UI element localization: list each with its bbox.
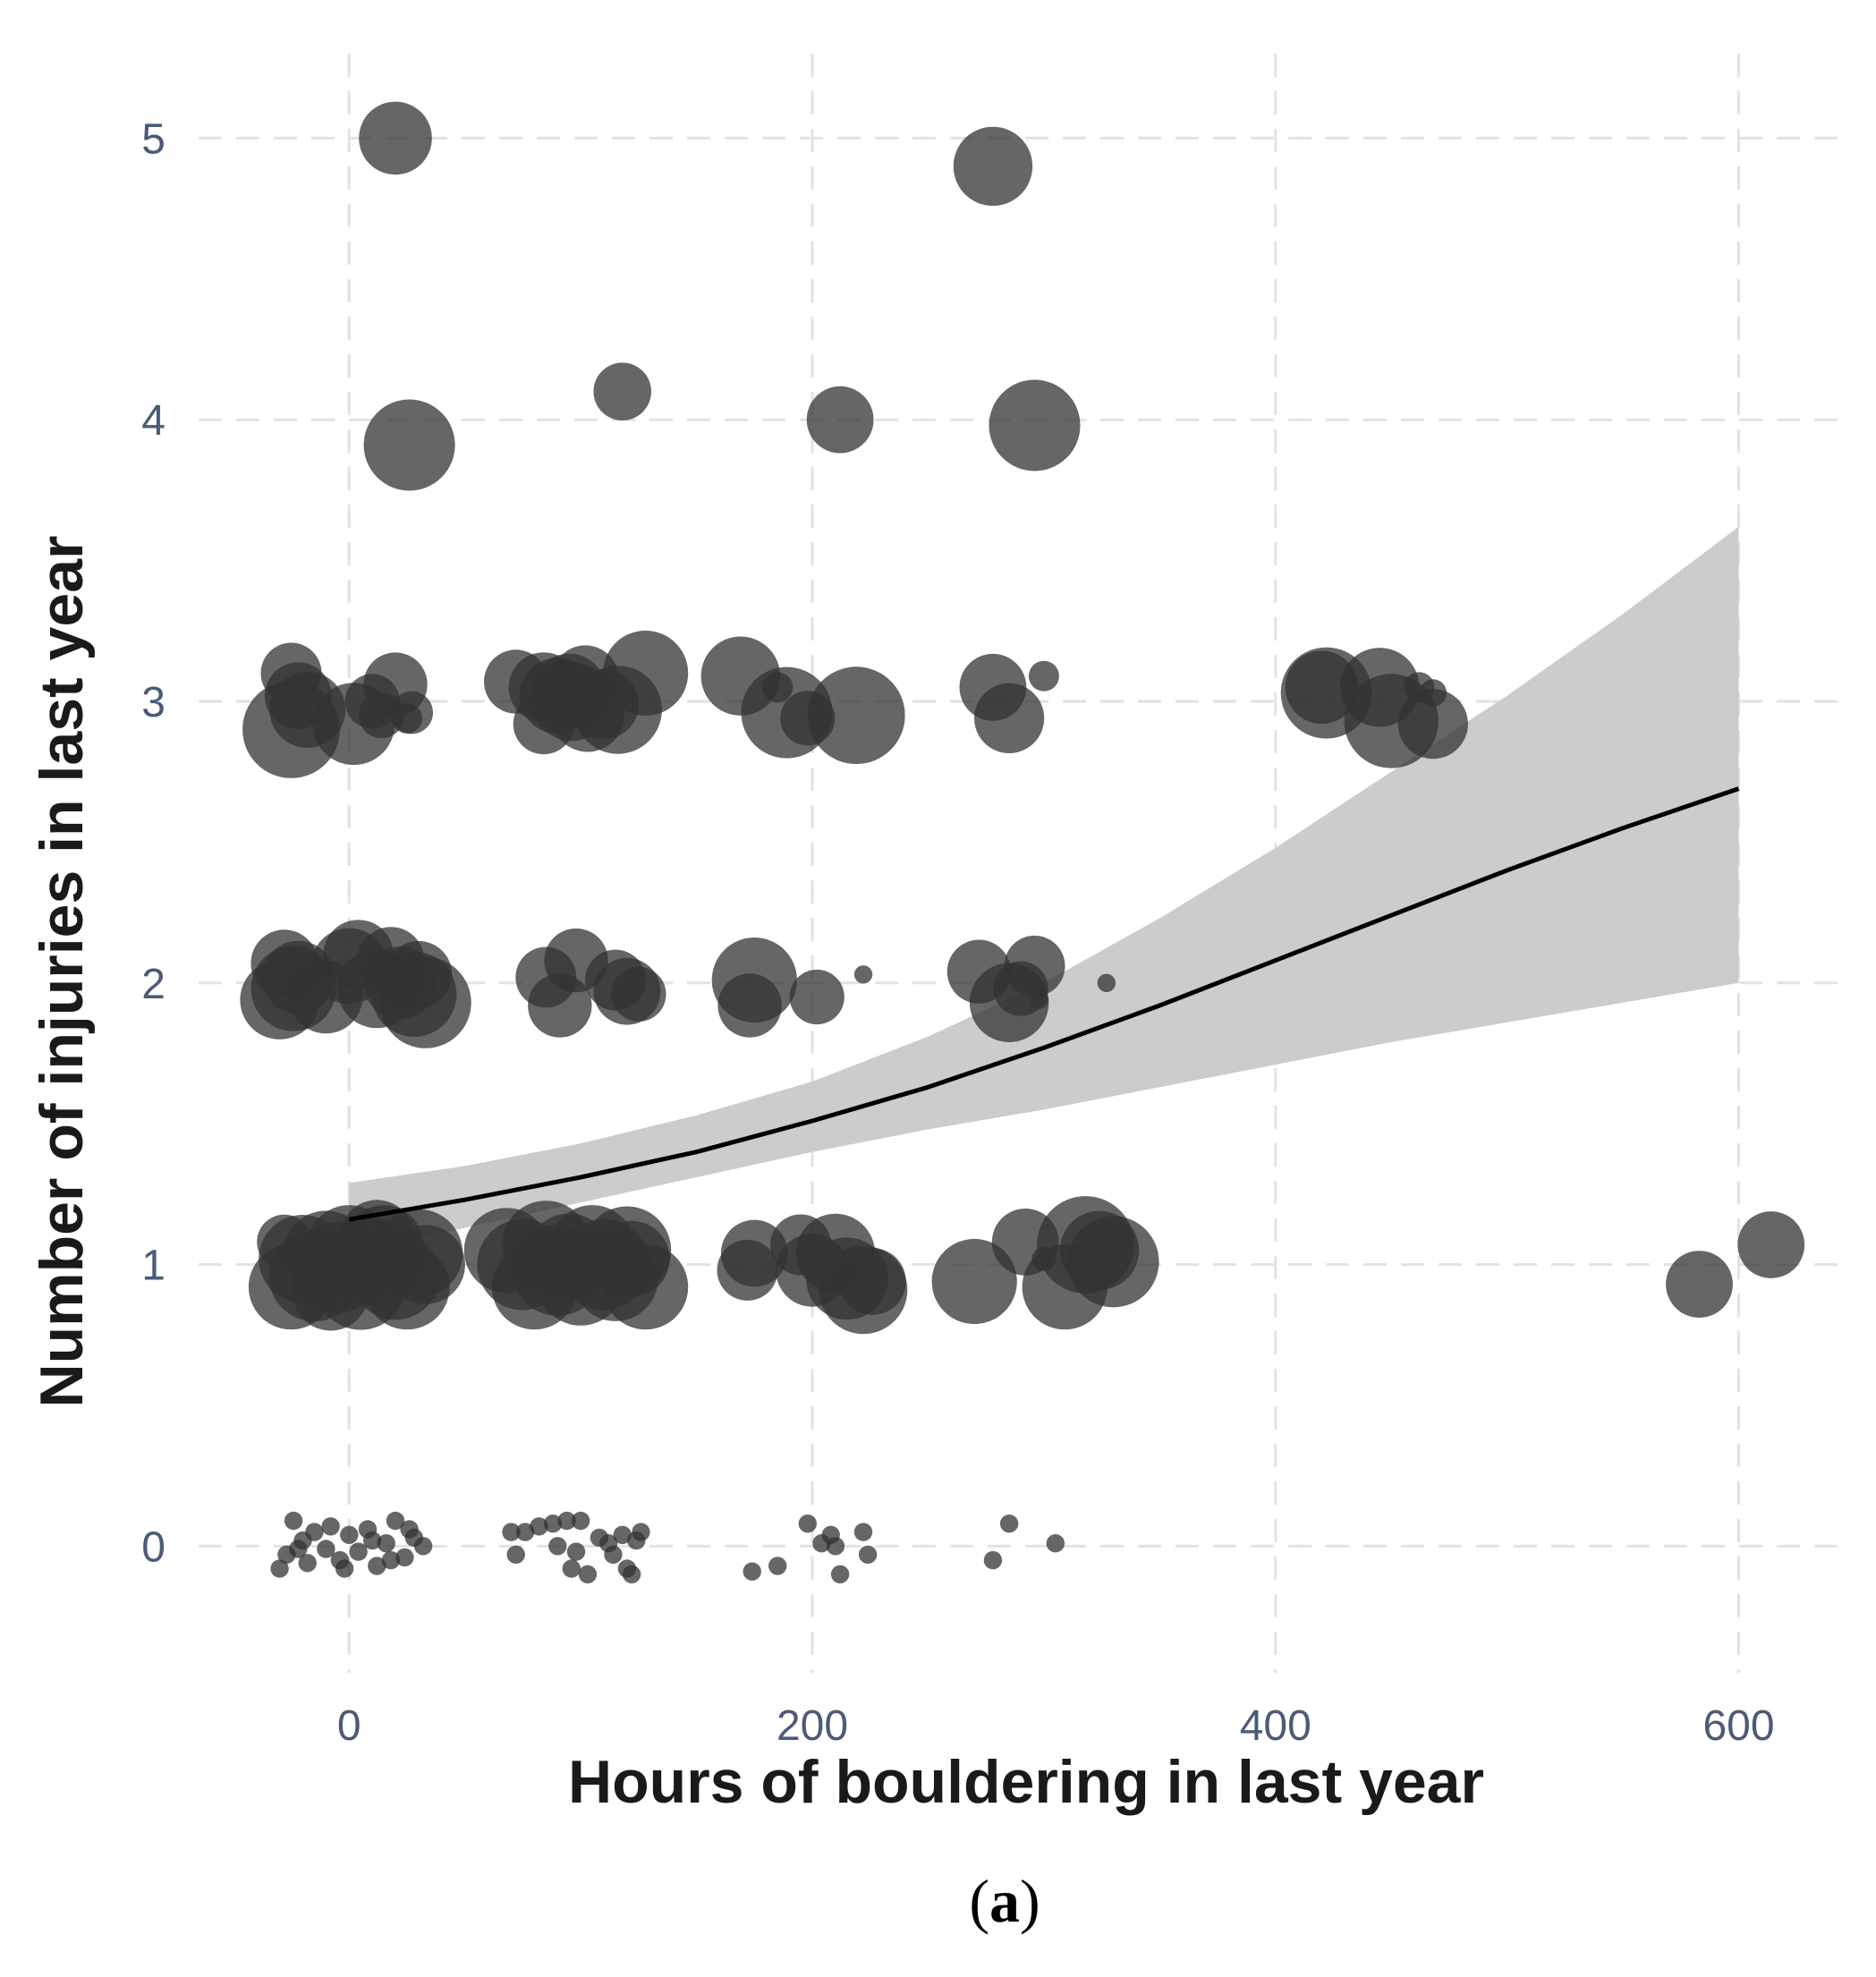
data-point-167 [858, 1545, 878, 1565]
data-point-1 [953, 126, 1033, 207]
y-axis-title: Number of injuries in last year [28, 536, 96, 1408]
data-point-134 [413, 1537, 433, 1556]
y-tick-label-0: 0 [141, 1523, 166, 1571]
data-point-2 [363, 399, 455, 491]
data-point-124 [321, 1517, 340, 1536]
data-point-60 [611, 966, 666, 1022]
data-point-115 [1666, 1251, 1733, 1318]
data-point-41 [1397, 689, 1468, 759]
data-point-5 [989, 379, 1081, 471]
data-point-156 [622, 1565, 641, 1584]
data-point-99 [593, 1220, 670, 1297]
data-point-154 [613, 1525, 632, 1545]
data-point-147 [566, 1542, 586, 1561]
data-point-3 [593, 362, 651, 421]
x-tick-label-0: 0 [337, 1702, 361, 1750]
data-point-54 [379, 956, 471, 1048]
y-tick-label-2: 2 [141, 961, 166, 1008]
data-point-149 [562, 1559, 581, 1578]
data-point-68 [1004, 935, 1065, 997]
data-point-132 [395, 1548, 414, 1567]
y-tick-label-5: 5 [141, 115, 166, 163]
fit-line-group [348, 786, 1740, 1222]
data-point-9 [242, 681, 340, 778]
data-point-114 [1067, 1216, 1159, 1308]
data-point-127 [349, 1542, 368, 1561]
data-point-137 [381, 1550, 401, 1570]
data-point-62 [717, 973, 782, 1038]
data-point-101 [717, 1239, 778, 1301]
panel-label-letter: a [989, 1867, 1020, 1935]
data-point-140 [502, 1523, 521, 1541]
data-point-108 [931, 1238, 1017, 1325]
y-axis-ticks: 0 1 2 3 4 5 [141, 115, 166, 1571]
data-point-144 [543, 1515, 563, 1533]
data-point-170 [1046, 1534, 1065, 1553]
data-point-160 [768, 1557, 787, 1575]
data-point-70 [1097, 973, 1116, 993]
data-point-123 [317, 1540, 335, 1558]
fit-line [348, 786, 1740, 1222]
data-point-26 [532, 653, 606, 727]
data-point-121 [305, 1523, 324, 1541]
data-point-131 [386, 1511, 405, 1531]
data-point-161 [798, 1515, 817, 1533]
x-tick-label-1: 200 [777, 1702, 848, 1750]
panel-label: (a) [969, 1867, 1040, 1935]
data-point-107 [838, 1248, 906, 1315]
x-axis-title: Hours of bouldering in last year [568, 1748, 1484, 1816]
data-point-31 [807, 666, 905, 765]
panel-label-open: ( [969, 1867, 989, 1935]
data-point-142 [515, 1523, 535, 1541]
data-point-85 [293, 1254, 369, 1331]
data-point-150 [578, 1565, 598, 1584]
data-point-141 [506, 1545, 525, 1565]
data-point-69 [1030, 990, 1048, 1009]
data-point-4 [806, 386, 874, 454]
data-point-166 [853, 1523, 873, 1541]
data-point-116 [1737, 1211, 1805, 1278]
data-point-33 [974, 683, 1045, 754]
data-point-136 [363, 1531, 382, 1550]
data-point-118 [284, 1511, 303, 1531]
data-point-168 [983, 1550, 1003, 1570]
data-point-25 [603, 630, 689, 717]
x-tick-label-3: 600 [1702, 1702, 1774, 1750]
data-point-148 [571, 1511, 590, 1531]
data-points [240, 101, 1805, 1584]
data-point-139 [400, 1520, 419, 1539]
data-point-145 [548, 1537, 567, 1556]
panel-label-close: ) [1020, 1867, 1040, 1935]
data-point-159 [743, 1562, 761, 1581]
data-point-135 [289, 1540, 308, 1558]
data-point-169 [999, 1515, 1019, 1533]
data-point-122 [298, 1554, 317, 1573]
data-point-146 [557, 1511, 576, 1531]
data-point-143 [530, 1517, 548, 1536]
y-tick-label-1: 1 [141, 1243, 166, 1290]
data-point-158 [632, 1523, 650, 1541]
data-point-0 [359, 101, 432, 175]
data-point-34 [1028, 660, 1059, 692]
data-point-117 [270, 1559, 289, 1578]
y-tick-label-4: 4 [141, 397, 166, 445]
x-tick-label-2: 400 [1240, 1702, 1312, 1750]
data-point-129 [368, 1557, 386, 1575]
x-axis-ticks: 0 200 400 600 [337, 1702, 1775, 1750]
data-point-126 [340, 1525, 359, 1545]
data-point-164 [826, 1537, 845, 1556]
data-point-63 [789, 969, 845, 1025]
data-point-64 [853, 965, 873, 984]
data-point-153 [604, 1545, 623, 1565]
data-point-130 [377, 1534, 395, 1553]
y-tick-label-3: 3 [141, 679, 166, 726]
data-point-15 [392, 702, 422, 734]
data-point-165 [830, 1565, 850, 1584]
data-point-138 [335, 1559, 354, 1578]
